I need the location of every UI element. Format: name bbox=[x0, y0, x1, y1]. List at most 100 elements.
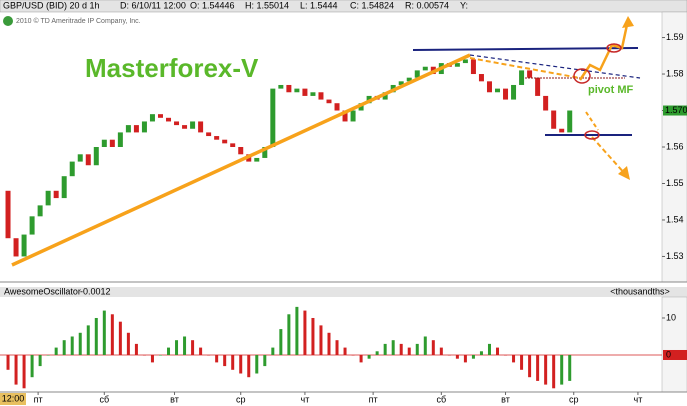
osc-bar bbox=[223, 354, 227, 367]
close: C: 1.54824 bbox=[350, 0, 394, 10]
osc-bar bbox=[118, 321, 122, 355]
candle bbox=[238, 147, 244, 155]
candle bbox=[109, 139, 115, 147]
y-field: Y: bbox=[460, 0, 468, 10]
candle bbox=[326, 99, 332, 104]
candle bbox=[318, 92, 324, 100]
x-tick-label: сб bbox=[99, 394, 109, 404]
candle bbox=[85, 154, 91, 166]
osc-bar bbox=[207, 354, 211, 356]
osc-bar bbox=[239, 354, 243, 374]
x-tick-label: чт bbox=[301, 394, 310, 404]
osc-bar bbox=[375, 351, 379, 355]
candle bbox=[21, 234, 27, 257]
osc-bar bbox=[158, 354, 162, 356]
osc-bar bbox=[247, 354, 251, 378]
candle bbox=[117, 132, 123, 147]
osc-bar bbox=[279, 329, 283, 355]
logo bbox=[3, 16, 13, 26]
x-tick-label: пт bbox=[369, 394, 378, 404]
symbol: GBP/USD (BID) 20 d 1h bbox=[3, 0, 100, 10]
candle bbox=[182, 125, 188, 129]
candle bbox=[286, 84, 292, 93]
candle bbox=[141, 121, 147, 133]
up-arrow bbox=[578, 19, 630, 81]
header-bar bbox=[0, 0, 687, 13]
candle bbox=[334, 103, 340, 111]
osc-value: -0.0012 bbox=[80, 286, 111, 296]
marks: 1.531.541.551.561.571.581.591.570птсбвтс… bbox=[0, 32, 687, 404]
resistance-line bbox=[412, 47, 639, 51]
candle bbox=[294, 88, 300, 93]
y-tick-label: 10 bbox=[666, 312, 676, 322]
x-tick-label: ср bbox=[236, 394, 246, 404]
osc-bar bbox=[512, 354, 516, 363]
candle bbox=[519, 70, 525, 85]
osc-bar bbox=[110, 314, 114, 355]
osc-bar bbox=[287, 314, 291, 355]
candle bbox=[567, 110, 573, 133]
y-tick-label: 1.53 bbox=[666, 251, 684, 261]
osc-bar bbox=[311, 317, 315, 355]
candle bbox=[406, 77, 412, 82]
osc-bar bbox=[447, 354, 451, 356]
start-box bbox=[0, 393, 26, 405]
osc-bar bbox=[255, 354, 259, 374]
down-arrow bbox=[591, 136, 627, 176]
candle bbox=[37, 205, 43, 217]
osc-bar bbox=[70, 336, 74, 355]
circle-mark bbox=[573, 68, 591, 84]
osc-bar bbox=[367, 354, 371, 359]
candle bbox=[559, 128, 565, 133]
date: D: 6/10/11 12:00 bbox=[120, 0, 186, 10]
osc-bar bbox=[463, 354, 467, 363]
osc-bar bbox=[14, 354, 18, 385]
osc-bar bbox=[520, 354, 524, 370]
candle bbox=[157, 114, 163, 118]
x-tick-label: пт bbox=[34, 394, 43, 404]
osc-bar bbox=[359, 354, 363, 363]
osc-bar bbox=[479, 351, 483, 355]
osc-bar bbox=[431, 340, 435, 355]
range: R: 0.00574 bbox=[405, 0, 449, 10]
osc-bar bbox=[560, 354, 564, 385]
x-tick-label: ср bbox=[569, 394, 579, 404]
candle bbox=[29, 216, 35, 235]
candle bbox=[254, 157, 260, 162]
osc-bar bbox=[568, 354, 572, 381]
candle bbox=[495, 88, 501, 93]
osc-bar bbox=[6, 354, 10, 370]
osc-bar bbox=[142, 354, 146, 356]
osc-bar bbox=[263, 354, 267, 367]
candle bbox=[270, 88, 276, 147]
candle bbox=[511, 84, 517, 100]
osc-bar bbox=[38, 354, 42, 367]
osc-bar bbox=[327, 332, 331, 355]
candle bbox=[101, 139, 107, 147]
candle bbox=[5, 190, 11, 239]
candle bbox=[358, 103, 364, 111]
osc-bar bbox=[471, 354, 475, 359]
candle bbox=[45, 190, 51, 206]
osc-bar bbox=[78, 332, 82, 355]
candle bbox=[190, 121, 196, 129]
osc-units: <thousandths> bbox=[610, 286, 670, 296]
x-tick-label: вт bbox=[501, 394, 510, 404]
candle bbox=[462, 59, 468, 64]
candle bbox=[133, 125, 139, 133]
candle bbox=[198, 121, 204, 133]
up-arrowhead bbox=[622, 16, 634, 28]
candle bbox=[61, 176, 67, 199]
osc-bar bbox=[351, 354, 355, 356]
osc-bar bbox=[167, 347, 171, 355]
start-label: 12:00 bbox=[2, 393, 25, 403]
last-price-label: 1.570 bbox=[665, 105, 687, 115]
candle bbox=[222, 139, 228, 144]
osc-bar bbox=[335, 340, 339, 355]
trend-line bbox=[11, 53, 471, 267]
last-price-box bbox=[663, 105, 687, 116]
osc-bar bbox=[303, 310, 307, 355]
dashed-arrow bbox=[469, 57, 581, 79]
candle bbox=[310, 92, 316, 96]
